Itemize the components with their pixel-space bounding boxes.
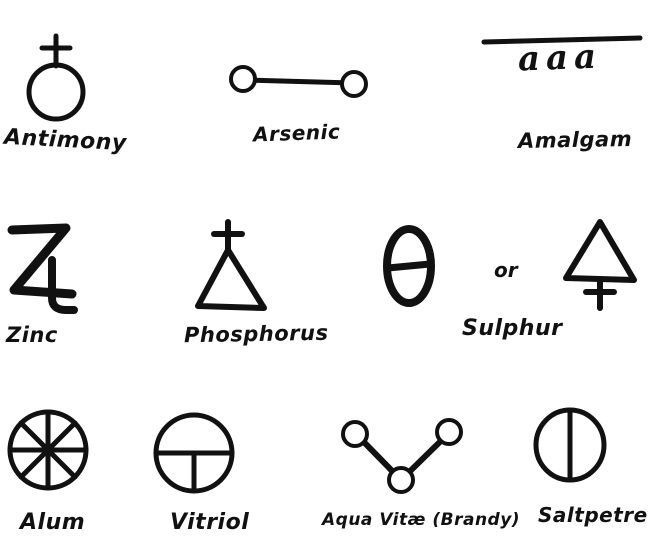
aqua-vitae-label: Aqua Vitæ (Brandy)	[322, 510, 521, 530]
zinc-four-icon	[7, 223, 78, 314]
saltpetre-label: Saltpetre	[538, 503, 648, 527]
arsenic-label: Arsenic	[252, 119, 341, 147]
phosphorus-label: Phosphorus	[183, 320, 329, 348]
alum-label: Alum	[20, 510, 86, 535]
dumbbell-icon	[229, 65, 368, 98]
zinc-label: Zinc	[6, 323, 58, 347]
amalgam-label: Amalgam	[517, 127, 633, 153]
v-circles-icon	[341, 418, 463, 494]
overlined-aaa-icon	[481, 35, 643, 45]
sulphur-label: Sulphur	[462, 316, 563, 341]
amalgam-glyph-text: aaa	[517, 36, 603, 80]
triangle-cross-icon	[195, 219, 267, 311]
circle-vertical-bar-icon	[533, 407, 607, 483]
spoked-wheel-icon	[7, 409, 89, 491]
or-text: or	[494, 258, 518, 282]
triangle-cross-down-icon	[563, 219, 637, 311]
theta-icon	[383, 225, 435, 307]
antimony-label: Antimony	[3, 124, 128, 157]
circle-cross-icon	[26, 33, 86, 122]
vitriol-label: Vitriol	[170, 510, 250, 535]
circle-t-icon	[153, 412, 235, 494]
